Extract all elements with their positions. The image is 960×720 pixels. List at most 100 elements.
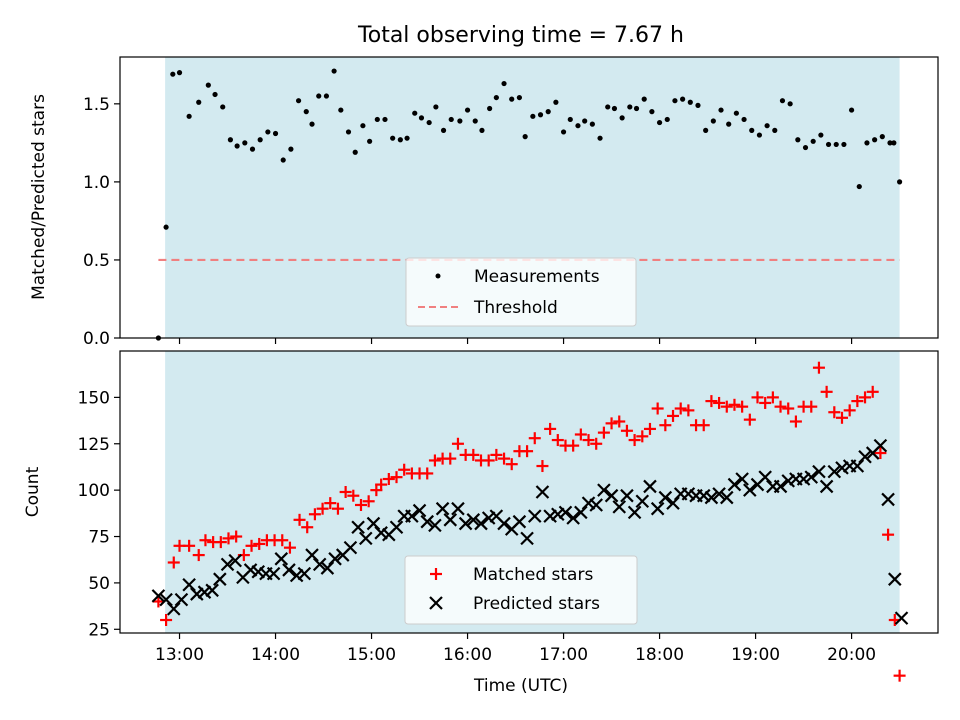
matched-star-point xyxy=(339,486,352,498)
predicted-star-point xyxy=(297,566,312,581)
measurement-point xyxy=(772,127,778,133)
matched-star-point xyxy=(574,428,587,441)
predicted-star-point xyxy=(881,492,895,507)
matched-star-point xyxy=(308,508,321,521)
matched-star-point xyxy=(697,419,710,432)
legend-measurements-marker xyxy=(435,273,441,279)
measurement-point xyxy=(295,98,302,104)
matched-star-point xyxy=(882,528,895,541)
measurement-point xyxy=(186,113,192,119)
measurement-point xyxy=(749,127,755,133)
measurement-point xyxy=(633,105,640,112)
measurement-point xyxy=(879,134,885,140)
matched-star-point xyxy=(390,471,403,484)
matched-star-point xyxy=(728,398,741,411)
matched-star-point xyxy=(743,413,756,426)
bottom-panel: 25 50 75 100 125 150 13:00 14:00 15:00 16:00 17:0… xyxy=(78,350,939,682)
predicted-star-point xyxy=(773,479,788,494)
matched-star-point xyxy=(245,539,258,552)
x-axis-label: Time (UTC) xyxy=(473,676,568,696)
measurement-point xyxy=(360,123,366,129)
predicted-star-point xyxy=(735,472,749,486)
measurement-point xyxy=(404,135,410,141)
matched-star-point xyxy=(590,437,603,450)
matched-star-point xyxy=(482,454,495,467)
measurement-point xyxy=(726,121,732,127)
matched-star-point xyxy=(774,400,787,413)
measurement-point xyxy=(196,99,202,105)
matched-star-point xyxy=(398,463,411,476)
measurement-point xyxy=(575,123,581,129)
matched-star-point xyxy=(362,495,375,508)
measurement-point xyxy=(641,96,647,102)
predicted-star-point xyxy=(343,540,358,555)
predicted-star-point xyxy=(612,500,627,514)
matched-star-point xyxy=(636,430,649,443)
predicted-star-point xyxy=(458,516,473,531)
measurement-point xyxy=(249,146,256,152)
predicted-star-point xyxy=(266,566,281,581)
matched-star-point xyxy=(354,498,367,511)
matched-star-point xyxy=(651,402,664,415)
predicted-star-point xyxy=(858,449,872,464)
measurement-point xyxy=(516,94,522,101)
matched-star-point xyxy=(605,417,618,430)
predicted-star-point xyxy=(643,479,657,494)
predicted-star-point xyxy=(727,477,742,492)
predicted-star-point xyxy=(650,501,665,516)
predicted-star-point xyxy=(474,516,488,531)
predicted-star-point xyxy=(827,464,842,479)
predicted-star-point xyxy=(527,509,542,523)
predicted-star-point xyxy=(312,557,327,572)
measurement-point xyxy=(331,68,337,74)
predicted-star-point xyxy=(589,498,603,512)
matched-star-point xyxy=(789,415,802,428)
predicted-star-point xyxy=(182,577,196,592)
matched-star-point xyxy=(222,532,235,545)
measurement-point xyxy=(220,104,226,110)
predicted-star-point xyxy=(443,513,458,527)
measurement-point xyxy=(891,140,897,146)
predicted-star-point xyxy=(743,483,757,497)
matched-star-point xyxy=(551,434,564,447)
matched-star-point xyxy=(597,426,610,439)
matched-star-point xyxy=(843,404,856,417)
matched-star-point xyxy=(382,473,395,486)
predicted-star-point xyxy=(412,503,427,518)
matched-star-point xyxy=(766,391,779,404)
matched-star-point xyxy=(293,513,306,526)
matched-star-point xyxy=(628,434,641,447)
measurement-point xyxy=(242,140,248,146)
measurement-point xyxy=(764,123,770,129)
matched-star-point xyxy=(713,396,726,409)
measurement-point xyxy=(825,141,832,148)
predicted-star-point xyxy=(512,514,527,529)
matched-star-point xyxy=(866,385,879,398)
matched-star-point xyxy=(421,467,434,480)
predicted-star-point xyxy=(566,511,580,525)
x-tick-label: 15:00 xyxy=(347,645,396,665)
measurement-point xyxy=(779,98,786,104)
x-tick-label: 20:00 xyxy=(827,645,876,665)
measurement-point xyxy=(856,183,862,190)
predicted-star-point xyxy=(666,496,680,510)
matched-star-point xyxy=(490,448,503,461)
measurement-point xyxy=(367,138,373,144)
predicted-star-point xyxy=(451,501,465,516)
matched-star-point xyxy=(199,534,212,547)
predicted-star-point xyxy=(328,552,342,566)
legend-matched-marker xyxy=(430,568,442,580)
matched-star-point xyxy=(528,432,541,445)
matched-star-point xyxy=(536,460,549,473)
bottom-legend: Matched stars Predicted stars xyxy=(404,555,638,625)
measurement-point xyxy=(316,93,322,99)
matched-star-point xyxy=(835,411,848,424)
measurement-point xyxy=(272,130,279,137)
measurement-point xyxy=(627,104,633,110)
predicted-star-point xyxy=(174,592,189,607)
measurement-point xyxy=(664,116,670,123)
measurement-point xyxy=(440,127,447,133)
matched-star-point xyxy=(253,537,266,550)
predicted-star-point xyxy=(627,505,642,520)
matched-star-point xyxy=(167,556,180,569)
